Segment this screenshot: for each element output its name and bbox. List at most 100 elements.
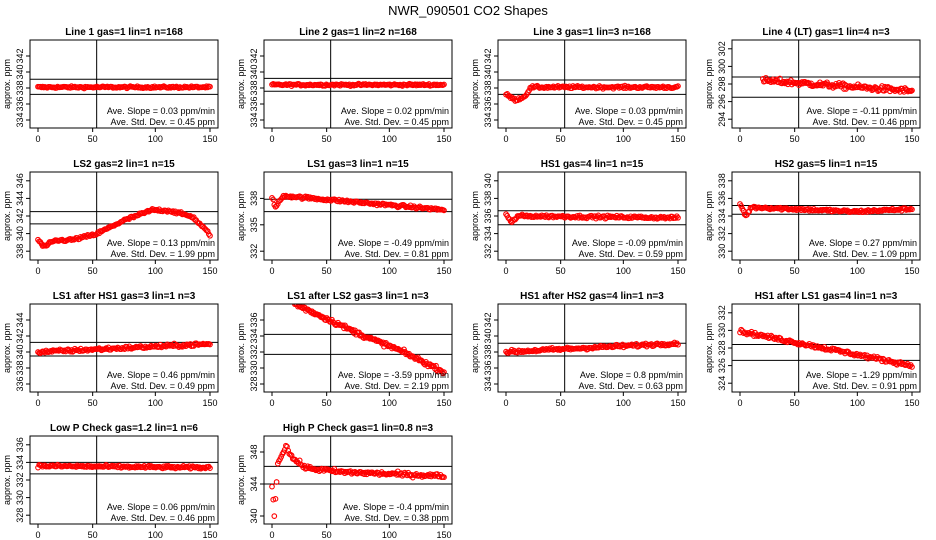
y-tick-label: 334 <box>483 376 493 391</box>
slope-annotation: Ave. Slope = 0.06 ppm/min <box>107 502 215 512</box>
plot-frame <box>29 171 219 261</box>
data-point <box>137 210 144 217</box>
x-tick-label: 100 <box>850 266 865 276</box>
x-tick-label: 100 <box>382 398 397 408</box>
data-point <box>441 474 447 481</box>
panel-title: Low P Check gas=1.2 lin=1 n=6 <box>50 423 198 434</box>
y-axis-label: approx. ppm <box>470 323 480 373</box>
data-point <box>440 370 446 377</box>
slope-annotation: Ave. Slope = 0.27 ppm/min <box>809 238 917 248</box>
y-tick-label: 296 <box>717 94 727 109</box>
plot-area <box>498 304 686 392</box>
y-tick-label: 344 <box>15 191 25 206</box>
data-point <box>861 352 868 358</box>
plot-frame <box>263 171 453 261</box>
x-tick-label: 0 <box>737 266 742 276</box>
plot-area <box>732 40 920 128</box>
slope-annotation: Ave. Slope = 0.8 ppm/min <box>580 370 683 380</box>
y-tick-label: 338 <box>717 173 727 188</box>
std-dev-annotation: Ave. Std. Dev. = 0.63 ppm <box>579 381 683 391</box>
y-tick-label: 334 <box>483 226 493 241</box>
plot-frame <box>731 171 921 261</box>
y-tick-label: 336 <box>483 96 493 111</box>
y-axis-label: approx. ppm <box>2 191 12 241</box>
x-tick-label: 150 <box>202 266 217 276</box>
chart-panel: High P Check gas=1 lin=0.8 n=3 approx. pp… <box>236 423 453 540</box>
std-dev-annotation: Ave. Std. Dev. = 2.19 ppm <box>345 381 449 391</box>
x-tick-label: 50 <box>322 134 332 144</box>
panel-title: LS1 after LS2 gas=3 lin=1 n=3 <box>287 291 429 302</box>
plot-frame <box>497 303 687 393</box>
x-tick-label: 50 <box>322 266 332 276</box>
x-tick-label: 100 <box>148 530 163 540</box>
y-tick-label: 342 <box>15 48 25 63</box>
data-point <box>68 237 75 243</box>
slope-annotation: Ave. Slope = 0.02 ppm/min <box>341 106 449 116</box>
panel-title: HS1 gas=4 lin=1 n=15 <box>541 159 644 170</box>
data-point <box>823 206 830 213</box>
x-tick-label: 50 <box>88 266 98 276</box>
x-tick-label: 0 <box>35 266 40 276</box>
x-tick-label: 150 <box>904 398 919 408</box>
plot-area <box>732 172 920 260</box>
std-dev-annotation: Ave. Std. Dev. = 0.91 ppm <box>813 381 917 391</box>
y-tick-label: 332 <box>15 472 25 487</box>
x-tick-label: 150 <box>436 530 451 540</box>
data-point <box>906 206 913 213</box>
data-point <box>675 214 681 221</box>
y-tick-label: 338 <box>15 244 25 259</box>
y-tick-label: 340 <box>483 328 493 343</box>
data-point <box>207 83 213 90</box>
data-point <box>307 194 313 201</box>
data-point <box>299 304 305 311</box>
x-tick-label: 0 <box>35 398 40 408</box>
y-tick-label: 332 <box>249 344 259 359</box>
y-tick-label: 346 <box>15 173 25 188</box>
plot-area <box>264 172 452 260</box>
x-tick-label: 150 <box>670 134 685 144</box>
x-tick-label: 0 <box>269 530 274 540</box>
y-tick-label: 324 <box>717 376 727 391</box>
data-point <box>909 364 915 370</box>
data-point <box>269 483 275 490</box>
x-tick-label: 50 <box>790 134 800 144</box>
y-tick-label: 338 <box>249 80 259 95</box>
slope-annotation: Ave. Slope = -3.59 ppm/min <box>338 370 449 380</box>
plot-frame <box>731 303 921 393</box>
y-axis-label: approx. ppm <box>2 59 12 109</box>
data-point <box>272 496 279 502</box>
x-tick-label: 50 <box>556 134 566 144</box>
plot-frame <box>497 39 687 129</box>
data-point <box>285 447 292 454</box>
std-dev-annotation: Ave. Std. Dev. = 0.59 ppm <box>579 249 683 259</box>
plot-frame <box>497 171 687 261</box>
y-tick-label: 340 <box>15 64 25 79</box>
slope-annotation: Ave. Slope = -0.4 ppm/min <box>343 502 449 512</box>
y-tick-label: 300 <box>717 59 727 74</box>
x-tick-label: 150 <box>436 398 451 408</box>
y-tick-label: 332 <box>717 305 727 320</box>
data-point <box>520 349 527 355</box>
x-tick-label: 100 <box>616 134 631 144</box>
data-point <box>909 87 915 94</box>
plot-area <box>30 436 218 524</box>
plot-frame <box>29 39 219 129</box>
data-point <box>672 341 679 348</box>
plot-frame <box>263 303 453 393</box>
x-tick-label: 50 <box>322 530 332 540</box>
y-tick-label: 338 <box>249 191 259 206</box>
y-tick-label: 344 <box>15 312 25 327</box>
data-point <box>875 208 882 215</box>
slope-annotation: Ave. Slope = 0.03 ppm/min <box>575 106 683 116</box>
y-tick-label: 336 <box>15 437 25 452</box>
data-point <box>207 341 213 348</box>
y-tick-label: 340 <box>15 344 25 359</box>
x-tick-label: 50 <box>88 398 98 408</box>
panel-title: Line 2 gas=1 lin=2 n=168 <box>299 27 417 38</box>
plot-frame <box>263 39 453 129</box>
y-tick-label: 340 <box>249 64 259 79</box>
data-point <box>270 196 277 203</box>
x-tick-label: 150 <box>670 398 685 408</box>
